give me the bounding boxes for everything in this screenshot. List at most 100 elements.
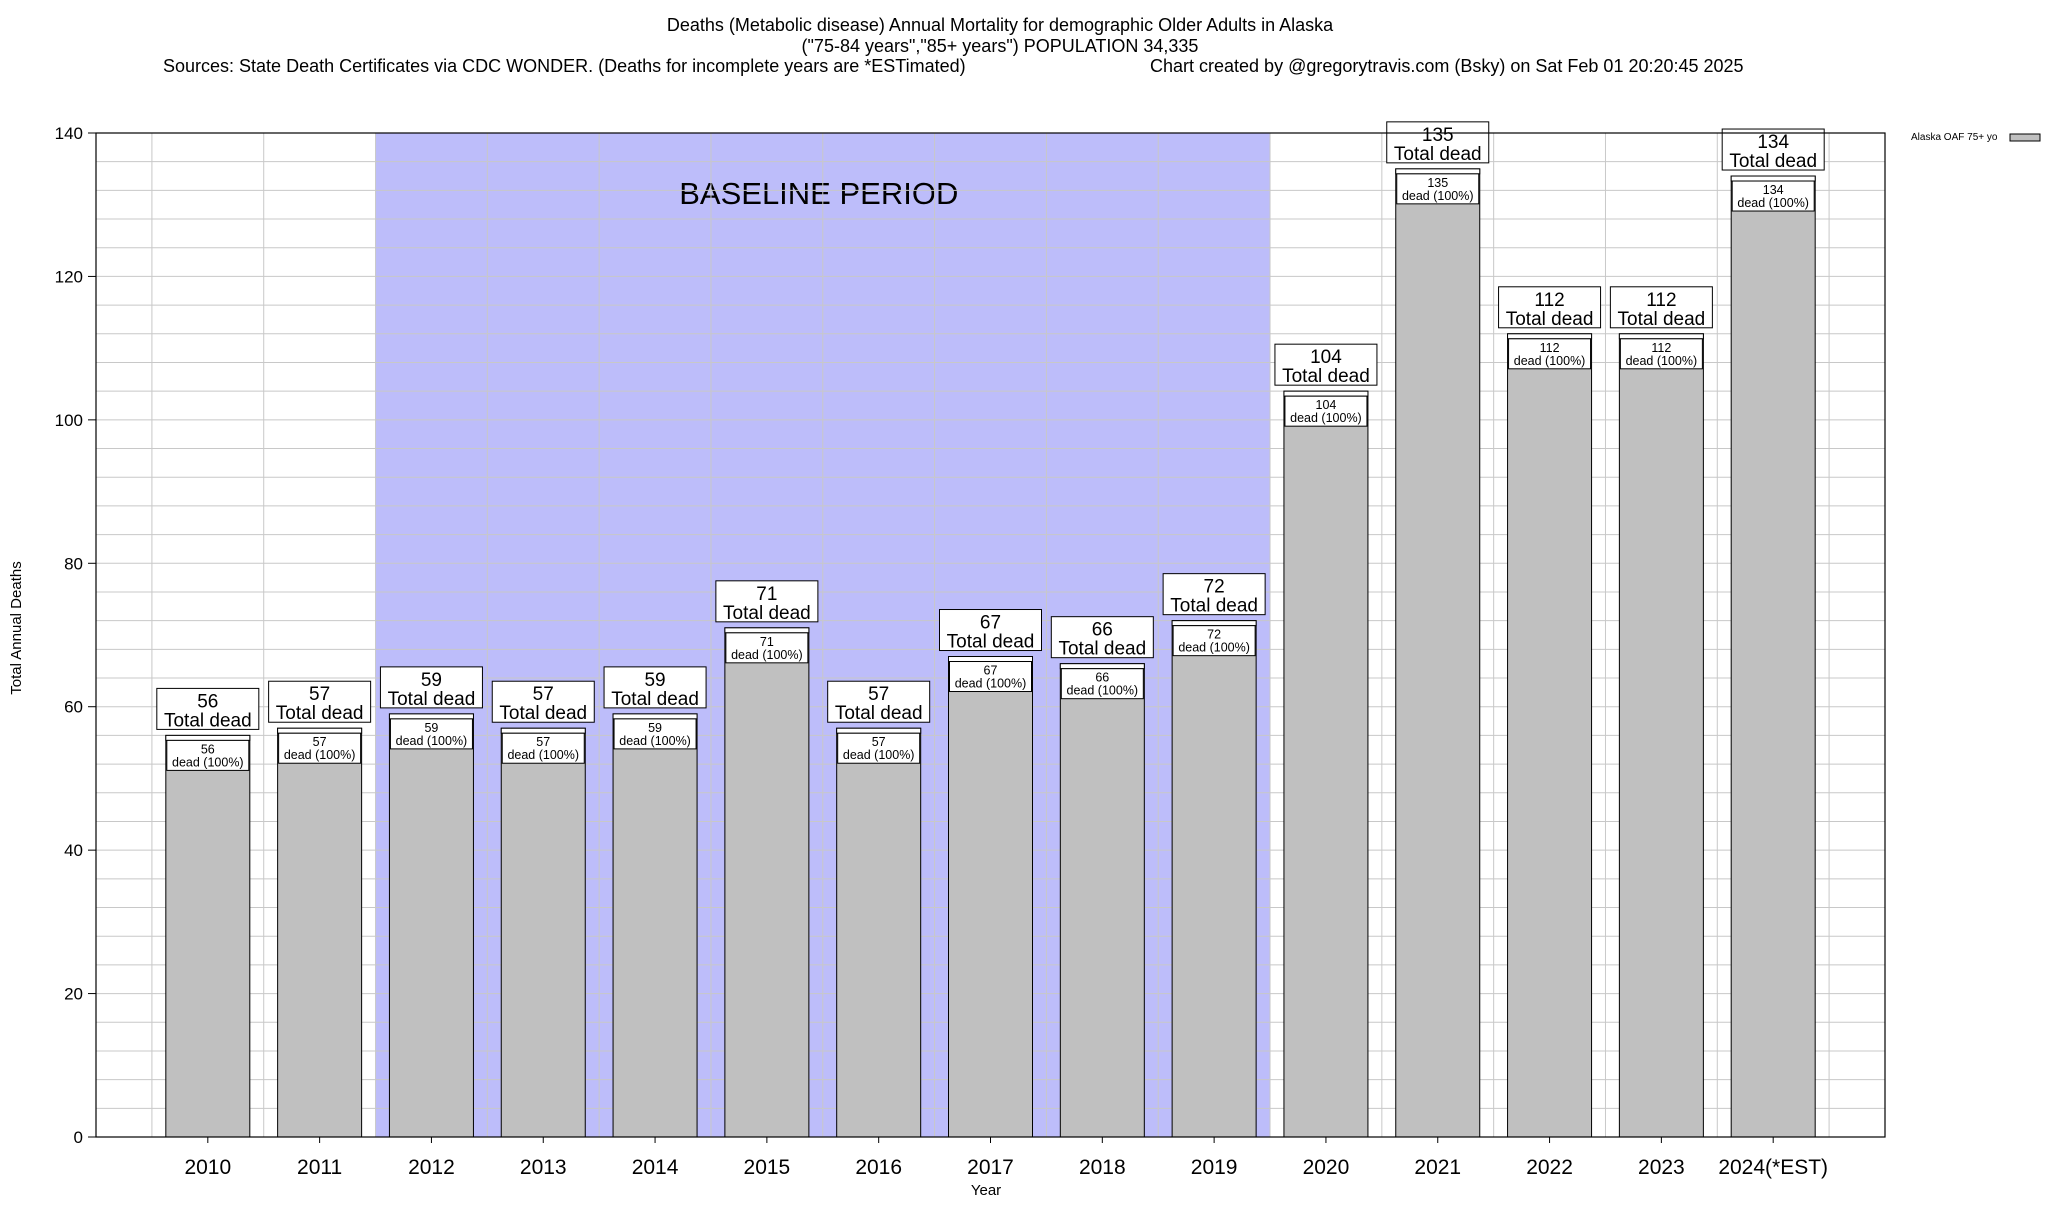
total-dead-label: Total dead [1729, 151, 1817, 172]
bar-cap [612, 713, 698, 720]
x-tick-label: 2012 [408, 1156, 455, 1179]
total-value-label: 57 [868, 684, 889, 705]
inner-percent-label: dead (100%) [1626, 354, 1698, 368]
inner-label-box [949, 661, 1032, 693]
inner-label-box [837, 732, 921, 764]
inner-label-box [1619, 338, 1703, 370]
inner-value-label: 104 [1316, 398, 1337, 412]
inner-percent-label: dead (100%) [1290, 411, 1362, 425]
total-label-box [156, 687, 260, 730]
x-tick-label: 2021 [1414, 1156, 1461, 1179]
inner-percent-label: dead (100%) [507, 748, 579, 762]
inner-value-label: 57 [536, 735, 550, 749]
x-tick-label: 2022 [1526, 1156, 1573, 1179]
bar [1507, 333, 1593, 1138]
x-tick-label: 2024(*EST) [1718, 1156, 1828, 1179]
inner-percent-label: dead (100%) [843, 748, 915, 762]
legend-label: Alaska OAF 75+ yo [1911, 132, 1998, 143]
x-tick-label: 2018 [1079, 1156, 1126, 1179]
inner-label-box [1508, 338, 1592, 370]
total-label-box [1386, 121, 1490, 164]
inner-value-label: 57 [313, 735, 327, 749]
inner-label-box [1172, 625, 1256, 657]
y-tick-label: 80 [64, 554, 83, 573]
total-label-box [1721, 128, 1825, 171]
bar [836, 727, 922, 1138]
inner-label-box [1284, 395, 1368, 427]
x-tick-label: 2017 [967, 1156, 1014, 1179]
inner-percent-label: dead (100%) [396, 734, 468, 748]
bar-cap [724, 627, 810, 634]
inner-value-label: 57 [872, 735, 886, 749]
inner-percent-label: dead (100%) [955, 677, 1027, 691]
inner-label-box [501, 732, 585, 764]
inner-value-label: 112 [1651, 341, 1671, 355]
y-tick-label: 40 [64, 841, 83, 860]
total-label-box [1498, 286, 1602, 329]
total-label-box [491, 680, 595, 723]
y-tick-label: 20 [64, 985, 83, 1004]
x-tick-label: 2019 [1191, 1156, 1238, 1179]
bar [388, 713, 474, 1138]
total-label-box [939, 609, 1042, 652]
total-dead-label: Total dead [835, 703, 923, 724]
bar-cap [1618, 333, 1704, 340]
bar-cap [500, 727, 586, 734]
inner-value-label: 112 [1540, 341, 1560, 355]
inner-label-box [1060, 668, 1144, 700]
inner-value-label: 56 [201, 742, 215, 756]
bar [1059, 663, 1145, 1138]
total-value-label: 135 [1422, 125, 1454, 146]
total-dead-label: Total dead [1058, 639, 1146, 660]
total-dead-label: Total dead [1170, 596, 1258, 617]
bar [1283, 390, 1369, 1138]
y-tick-label: 140 [55, 124, 83, 143]
inner-value-label: 71 [760, 635, 774, 649]
legend: Alaska OAF 75+ yo [1911, 132, 2041, 143]
total-label-box [603, 666, 707, 709]
inner-label-box [725, 632, 809, 664]
total-dead-label: Total dead [1394, 144, 1482, 165]
x-tick-label: 2016 [855, 1156, 902, 1179]
y-tick-label: 60 [64, 698, 83, 717]
inner-percent-label: dead (100%) [619, 734, 691, 748]
bar [948, 656, 1033, 1138]
bar [500, 727, 586, 1138]
total-dead-label: Total dead [1618, 309, 1706, 330]
total-value-label: 134 [1757, 132, 1789, 153]
inner-label-box [278, 732, 362, 764]
inner-percent-label: dead (100%) [731, 648, 803, 662]
total-value-label: 71 [756, 584, 777, 605]
total-dead-label: Total dead [164, 710, 252, 731]
inner-value-label: 67 [984, 664, 998, 678]
bar [1395, 168, 1481, 1138]
x-axis-title: Year [971, 1182, 1001, 1199]
bar-cap [165, 734, 251, 741]
chart-title: Deaths (Metabolic disease) Annual Mortal… [667, 15, 1334, 35]
total-value-label: 59 [421, 670, 442, 691]
bar-cap [1730, 175, 1816, 182]
x-tick-label: 2020 [1303, 1156, 1350, 1179]
total-label-box [715, 580, 819, 623]
bar [165, 734, 251, 1138]
total-value-label: 67 [980, 613, 1001, 634]
y-tick-label: 100 [55, 411, 83, 430]
inner-percent-label: dead (100%) [284, 748, 356, 762]
bar [1171, 620, 1257, 1138]
total-value-label: 57 [309, 684, 330, 705]
bar [612, 713, 698, 1138]
bar [1618, 333, 1704, 1138]
bar-cap [1283, 390, 1369, 397]
total-value-label: 112 [1534, 290, 1564, 311]
inner-label-box [613, 718, 697, 750]
